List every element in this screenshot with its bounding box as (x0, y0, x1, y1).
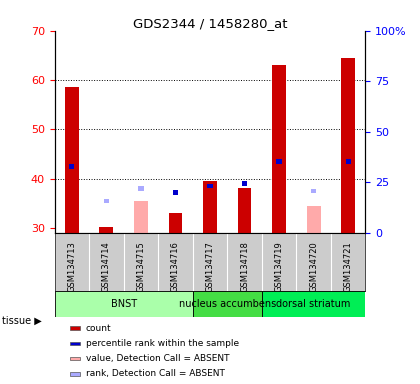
Text: value, Detection Call = ABSENT: value, Detection Call = ABSENT (86, 354, 229, 363)
Bar (134, 201, 148, 233)
Text: GSM134719: GSM134719 (275, 242, 284, 292)
Bar (65, 88, 79, 233)
Bar (341, 58, 355, 233)
Bar (70, 372, 79, 376)
Bar (193, 291, 262, 317)
Text: GSM134713: GSM134713 (67, 242, 76, 292)
Title: GDS2344 / 1458280_at: GDS2344 / 1458280_at (133, 17, 287, 30)
Bar (272, 65, 286, 233)
Bar (242, 181, 247, 186)
Bar (69, 164, 74, 169)
Bar (104, 199, 109, 203)
Bar (307, 206, 320, 233)
Text: percentile rank within the sample: percentile rank within the sample (86, 339, 239, 348)
Text: GSM134716: GSM134716 (171, 242, 180, 292)
Bar (70, 341, 79, 345)
Text: GSM134714: GSM134714 (102, 242, 111, 292)
Text: tissue ▶: tissue ▶ (2, 316, 42, 326)
Text: nucleus accumbens: nucleus accumbens (178, 299, 276, 309)
Text: count: count (86, 324, 111, 333)
Bar (346, 159, 351, 164)
Bar (311, 189, 316, 193)
Text: GSM134717: GSM134717 (205, 242, 215, 292)
Bar (262, 291, 365, 317)
Text: GSM134721: GSM134721 (344, 242, 353, 292)
Text: GSM134718: GSM134718 (240, 242, 249, 292)
Bar (276, 159, 282, 164)
Bar (70, 357, 79, 360)
Bar (100, 227, 113, 233)
Bar (173, 190, 178, 195)
Text: rank, Detection Call = ABSENT: rank, Detection Call = ABSENT (86, 369, 225, 378)
Text: GSM134715: GSM134715 (136, 242, 145, 292)
Bar (70, 326, 79, 330)
Bar (238, 189, 252, 233)
Text: GSM134720: GSM134720 (309, 242, 318, 292)
Text: dorsal striatum: dorsal striatum (276, 299, 351, 309)
Bar (168, 213, 182, 233)
Bar (55, 291, 193, 317)
Text: BNST: BNST (110, 299, 137, 309)
Bar (138, 186, 144, 191)
Bar (207, 184, 213, 188)
Bar (203, 181, 217, 233)
